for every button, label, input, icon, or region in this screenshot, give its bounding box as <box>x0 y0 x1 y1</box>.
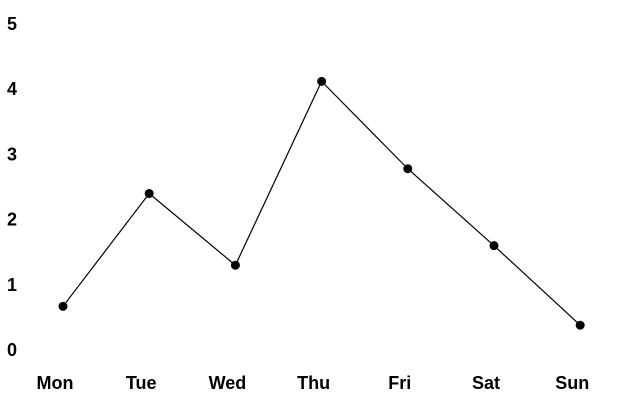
y-tick-label: 5 <box>7 14 17 34</box>
y-axis-ticks: 0 1 2 3 4 5 <box>7 14 17 360</box>
data-point <box>575 320 585 330</box>
data-point <box>489 241 499 251</box>
data-point <box>230 260 240 270</box>
x-tick-label: Tue <box>126 373 157 393</box>
x-tick-label: Wed <box>209 373 247 393</box>
data-point <box>58 301 68 311</box>
y-tick-label: 4 <box>7 79 17 99</box>
series-line <box>62 80 581 326</box>
data-point <box>144 189 154 199</box>
x-tick-label: Sat <box>472 373 500 393</box>
y-tick-label: 0 <box>7 340 17 360</box>
y-tick-label: 1 <box>7 275 17 295</box>
x-tick-label: Thu <box>297 373 330 393</box>
x-tick-label: Sun <box>555 373 589 393</box>
y-tick-label: 2 <box>7 210 17 230</box>
data-points <box>58 76 585 330</box>
x-axis-ticks: Mon Tue Wed Thu Fri Sat Sun <box>37 373 590 393</box>
y-tick-label: 3 <box>7 144 17 164</box>
data-point <box>317 76 327 86</box>
x-tick-label: Fri <box>388 373 411 393</box>
x-tick-label: Mon <box>37 373 74 393</box>
data-point <box>403 164 413 174</box>
